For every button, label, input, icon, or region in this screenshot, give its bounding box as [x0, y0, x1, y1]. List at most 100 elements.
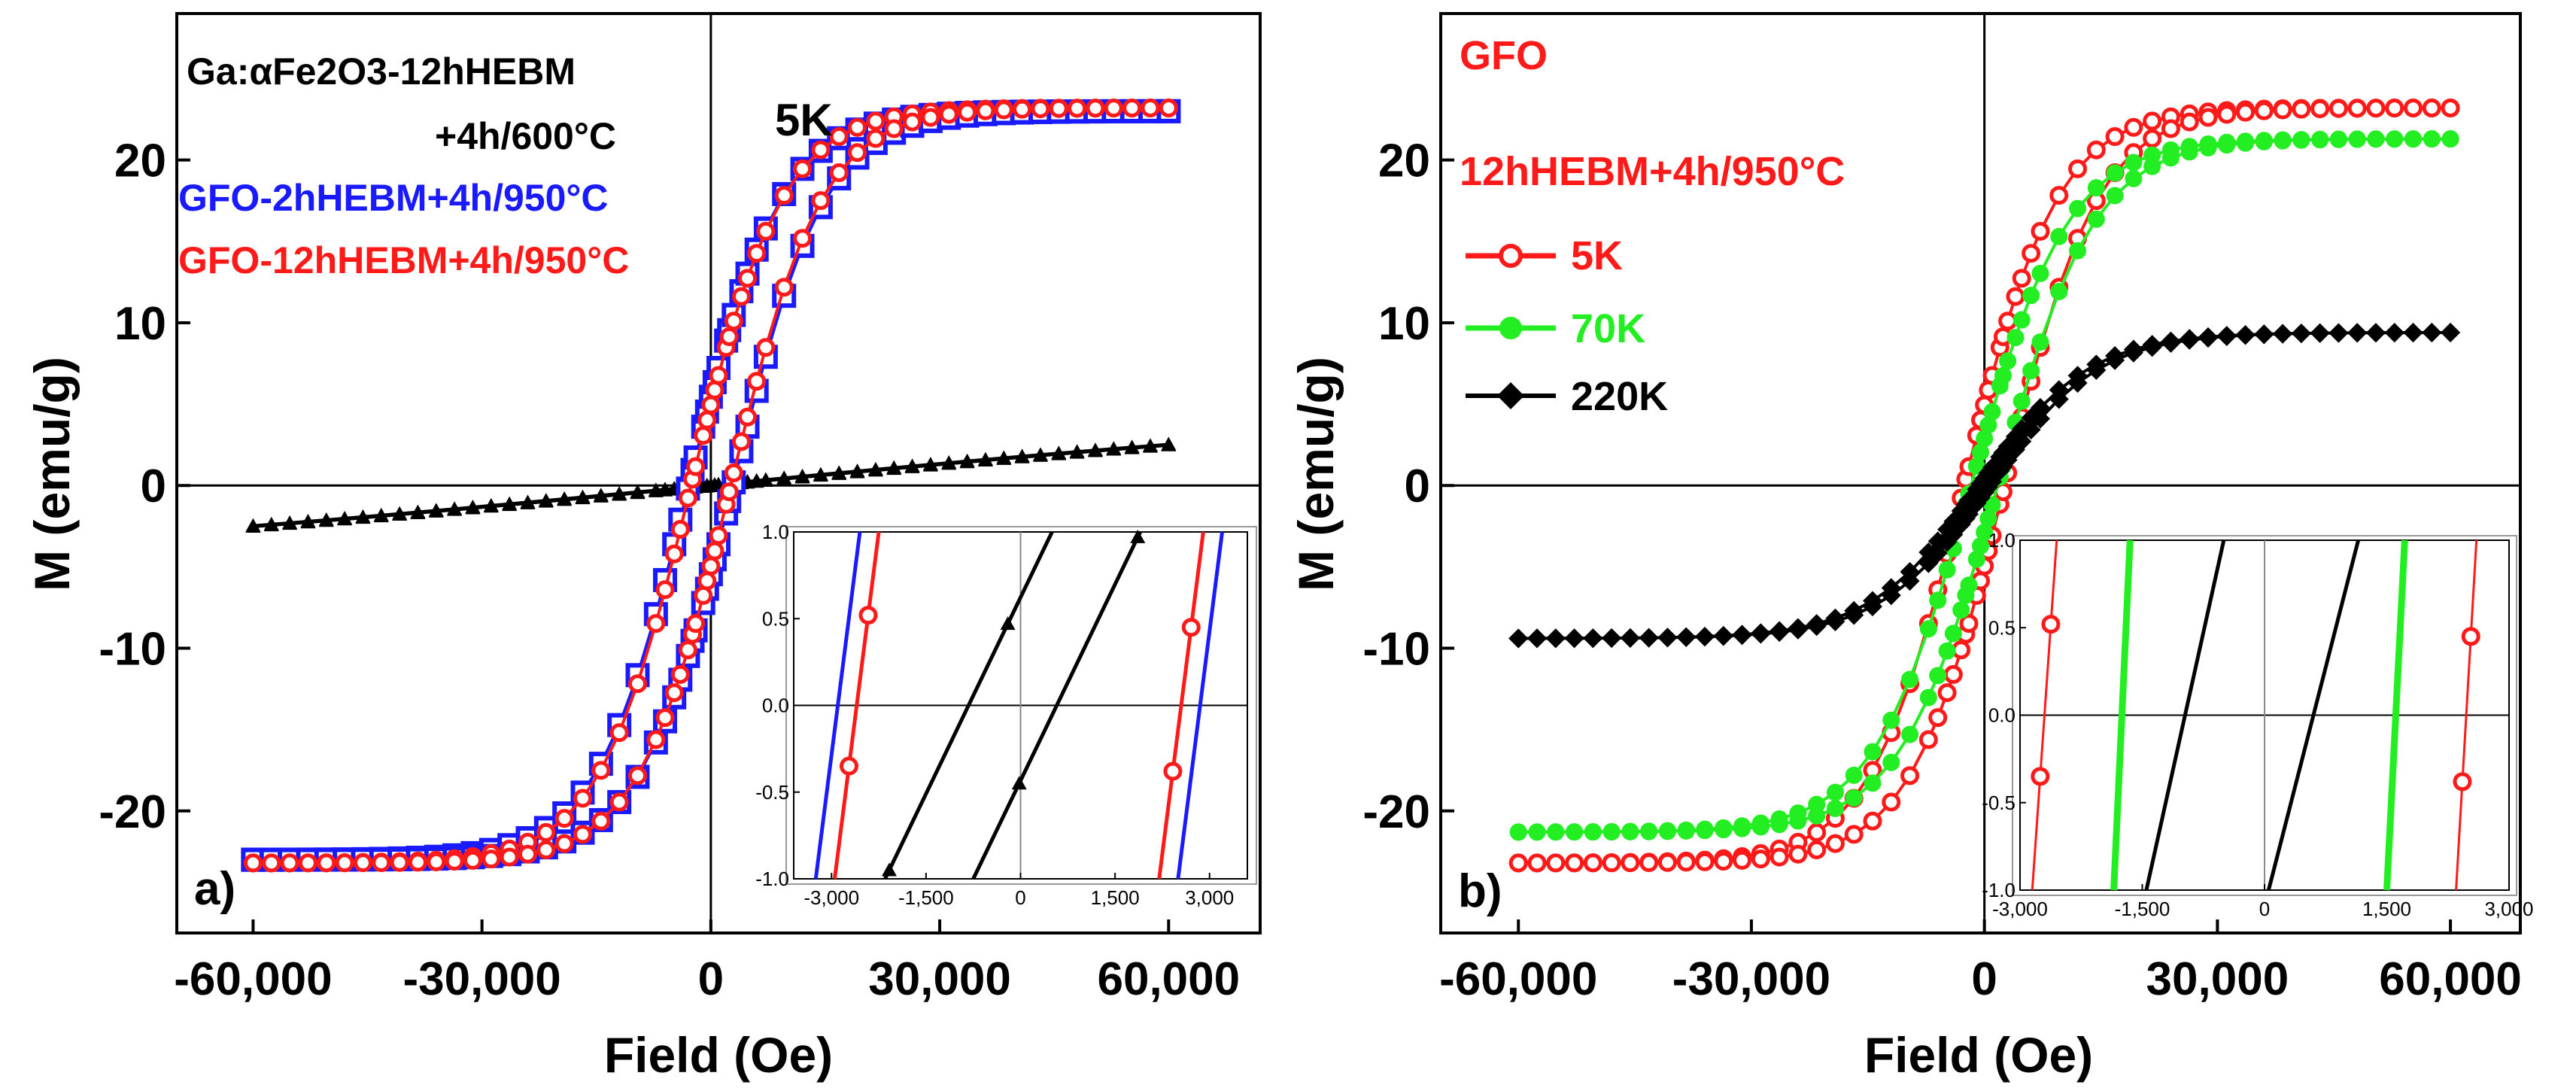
panel-b-inset-x-tick-label: 1,500 [2362, 898, 2411, 920]
panel-a-inset-x-tick-label: 1,500 [1091, 886, 1140, 909]
panel-b-series-220k-point [1825, 611, 1845, 631]
panel-b-series-220k-point [2310, 323, 2330, 343]
panel-a-inset-point [1163, 761, 1183, 781]
panel-a-series-ga-fe2o3-12hhebm-4h-600-c-point [245, 518, 261, 533]
panel-b-inset-point [2453, 772, 2472, 792]
panel-b-series-70k-point [1983, 403, 2001, 421]
panel-b-series-5k-point [1952, 640, 1971, 660]
panel-b-series-70k-point [2292, 131, 2310, 149]
panel-b-y-tick-label: 10 [1378, 298, 1430, 350]
panel-b-series-220k-point [2235, 325, 2256, 345]
panel-a-series-ga-fe2o3-12hhebm-4h-600-c-point [886, 461, 902, 476]
panel-b-series-70k-point [1547, 823, 1565, 841]
panel-b-series-220k-point [2384, 323, 2404, 343]
panel-b: -60,000 -30,000 0 30,000 60,000 -20 -10 0 10 20 G… [1288, 12, 2534, 1083]
panel-a-inset-branch [832, 531, 881, 880]
panel-b-series-5k-point [1918, 730, 1938, 749]
panel-b-inset-branch [2031, 539, 2058, 891]
panel-b-series-5k-point [1928, 708, 1948, 728]
panel-a-series-gfo-12hhebm-4h-950-c-point [694, 426, 713, 445]
panel-a-series-gfo-12hhebm-4h-950-c-point [738, 407, 758, 427]
panel-a-inset-point [881, 862, 897, 877]
panel-b-series-70k-point [2386, 130, 2404, 148]
panel-b-series-70k-point [2441, 130, 2459, 148]
panel-a-series-gfo-12hhebm-4h-950-c-point [1068, 99, 1087, 118]
panel-b-series-5k-point [1863, 811, 1882, 831]
panel-a-inset-x-tick-label: -3,000 [803, 886, 859, 909]
panel-a-ticks: -60,000 -30,000 0 30,000 60,000 -20 -10 0 10 20 [99, 135, 1240, 1005]
panel-a-series-gfo-12hhebm-4h-950-c-point [481, 849, 501, 869]
panel-b-inset-y-tick-label: 1.0 [1988, 529, 2016, 552]
panel-b-series-5k-point [2068, 159, 2088, 178]
panel-b-series-70k-point [2161, 149, 2180, 167]
panel-b-series-220k-point [2198, 328, 2218, 348]
panel-b-series-70k-point [2125, 153, 2143, 172]
panel-a-series-gfo-12hhebm-4h-950-c-point [694, 585, 713, 605]
panel-b-series-5k-point [1508, 853, 1528, 873]
panel-b-series-220k-point [1695, 627, 1715, 647]
panel-a-series-gfo-12hhebm-4h-950-c-point [731, 287, 751, 306]
panel-b-series-70k-point [1864, 743, 1882, 761]
panel-b-series-70k-point [2143, 157, 2161, 175]
panel-a-y-axis-title: M (emu/g) [24, 357, 80, 591]
panel-b-series-5k-point [1844, 825, 1864, 844]
panel-a-series-gfo-12hhebm-4h-950-c-point [678, 640, 697, 660]
panel-a-series-ga-fe2o3-12hhebm-4h-600-c-point [300, 515, 316, 529]
panel-a-series-ga-fe2o3-12hhebm-4h-600-c-point [1087, 443, 1103, 457]
panel-b-series-5k-point [1751, 849, 1770, 869]
panel-b-series-70k-point [2050, 227, 2068, 245]
panel-a-series-gfo-12hhebm-4h-950-c-point [747, 372, 767, 391]
panel-b-y-tick-label: -20 [1362, 786, 1430, 838]
panel-b-series-220k-point [2441, 322, 2461, 342]
panel-b-series-5k-point [2022, 244, 2041, 263]
panel-b-series-70k-point [1919, 688, 1937, 707]
panel-a-series-gfo-12hhebm-4h-950-c-point [554, 809, 574, 828]
panel-a-inset-content: -3,000 -1,500 0 1,500 3,000 -1.0 -0.5 0.0 0.5 1.0 [755, 521, 1248, 909]
panel-a-y-tick-label: -10 [99, 624, 166, 676]
panel-b-inset-point [2031, 767, 2050, 786]
panel-a-inset-x-tick-label: -1,500 [898, 886, 954, 909]
panel-a-series-gfo-12hhebm-4h-950-c-point [793, 159, 813, 178]
panel-a-series-gfo-12hhebm-4h-950-c-point [317, 853, 336, 873]
panel-a-series-gfo-12hhebm-4h-950-c-point [774, 186, 794, 205]
panel-b-series-70k-point [2311, 131, 2329, 149]
panel-b-label: b) [1458, 865, 1502, 917]
panel-a-series-gfo-12hhebm-4h-950-c-point [372, 853, 391, 873]
panel-a-series-gfo-12hhebm-4h-950-c-point [774, 278, 794, 297]
panel-b-series-70k-point [2050, 283, 2068, 301]
panel-a-legend-black-line2: +4h/600°C [435, 115, 616, 157]
panel-b-inset-x-tick-label: 3,000 [2484, 898, 2533, 920]
panel-a-series-gfo-12hhebm-4h-950-c-point [811, 191, 831, 211]
panel-a-inset-point [1130, 529, 1146, 543]
panel-a-series-ga-fe2o3-12hhebm-4h-600-c-point [904, 459, 920, 473]
panel-a-series-ga-fe2o3-12hhebm-4h-600-c-point [630, 485, 646, 500]
panel-b-series-70k [1509, 130, 2459, 841]
panel-a-series-gfo-12hhebm-4h-950-c-point [536, 822, 556, 842]
panel-b-series-70k-point [2087, 179, 2105, 197]
panel-a-series-gfo-12hhebm-4h-950-c-point [500, 847, 519, 867]
panel-b-series-5k-point [2105, 127, 2125, 147]
panel-b-series-70k-point [1826, 799, 1844, 817]
panel-b-series-5k-point [2347, 99, 2367, 118]
panel-b-series-220k-point [1602, 628, 1622, 649]
panel-b-series-5k-point [2328, 99, 2348, 118]
panel-b-series-220k-point [1900, 571, 1920, 591]
legend-label-220K: 220K [1571, 374, 1668, 419]
panel-a-series-gfo-12hhebm-4h-950-c-point [884, 119, 904, 138]
panel-b-series-70k-point [1602, 823, 1621, 841]
panel-a-inset-x-tick-label: 0 [1015, 886, 1025, 909]
panel-a-series-gfo-12hhebm-4h-950-c-point [866, 129, 886, 148]
panel-a-series-ga-fe2o3-12hhebm-4h-600-c-point [849, 464, 865, 479]
panel-b-series-220k-point [2403, 323, 2423, 343]
panel-a-inset-point [1181, 618, 1201, 637]
panel-b-series-5k-point [2086, 140, 2106, 160]
panel-a-y-tick-label: 20 [114, 135, 166, 187]
panel-a-series-gfo-12hhebm-4h-950-c-point [445, 852, 464, 871]
panel-a-series-gfo-12hhebm-4h-950-c-point [554, 834, 574, 853]
panel-a-series-gfo-12hhebm-4h-950-c-point [709, 526, 728, 546]
panel-a-series-ga-fe2o3-12hhebm-4h-600-c-point [1069, 445, 1085, 459]
panel-b-series-70k-point [2022, 362, 2040, 380]
panel-b-series-5k-point [2366, 99, 2386, 118]
panel-a-x-tick-label: 0 [698, 953, 724, 1005]
panel-a-plot-frame [175, 12, 1262, 934]
